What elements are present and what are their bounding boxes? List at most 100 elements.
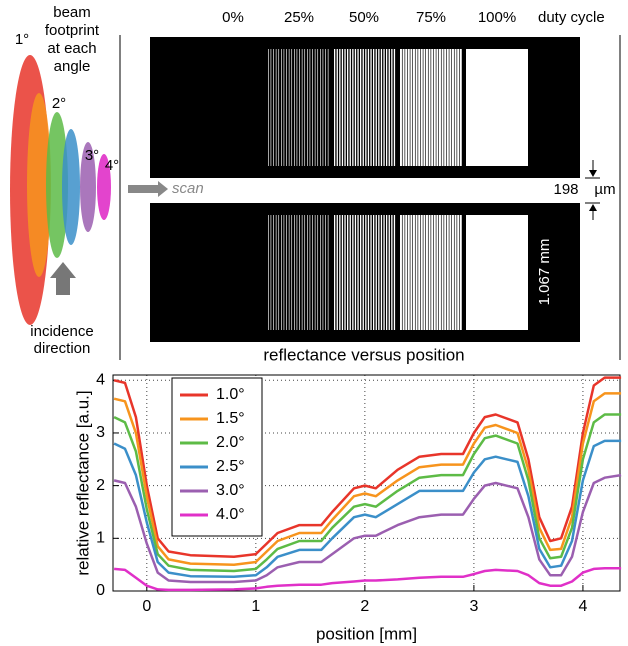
grating-line xyxy=(294,49,295,166)
grating-line xyxy=(360,49,362,166)
grating-line xyxy=(400,215,402,330)
grating-line xyxy=(283,49,285,166)
legend-label: 3.0° xyxy=(216,482,245,499)
legend-label: 1.0° xyxy=(216,386,245,403)
grating-line xyxy=(441,215,444,330)
grating-line xyxy=(325,49,326,166)
grating-line xyxy=(352,215,354,330)
grating-line xyxy=(452,215,454,330)
grating-line xyxy=(383,49,385,166)
grating-line xyxy=(452,49,454,166)
grating-line xyxy=(367,215,370,330)
footprint xyxy=(62,129,80,245)
grating-line xyxy=(370,49,372,166)
grating-line xyxy=(334,215,336,330)
duty-label: 25% xyxy=(284,9,314,26)
grating-line xyxy=(357,215,359,330)
grating-line xyxy=(413,49,415,166)
grating-line xyxy=(275,49,277,166)
grating-line xyxy=(309,215,311,330)
grating-line xyxy=(309,49,311,166)
footprint xyxy=(80,142,96,232)
legend-label: 4.0° xyxy=(216,506,245,523)
grating-line xyxy=(362,49,364,166)
grating-line xyxy=(275,215,277,330)
dim-arrow-head xyxy=(589,170,597,177)
grating-line xyxy=(301,215,303,330)
chart: 0 1 2 3 4 0 1 2 3 4 position [mm] relative reflecta… xyxy=(73,371,622,643)
x-axis-label: position [mm] xyxy=(316,624,417,643)
series-line xyxy=(113,376,622,559)
grating-line xyxy=(415,215,418,330)
grating-line xyxy=(402,215,405,330)
grating-line xyxy=(426,49,428,166)
grating-line xyxy=(320,49,321,166)
series-line xyxy=(113,392,622,566)
grating-line xyxy=(352,49,354,166)
grating-line xyxy=(268,215,269,330)
grating-line xyxy=(388,215,390,330)
width-label: 1.067 mm xyxy=(536,239,553,306)
x-tick-label: 1 xyxy=(251,598,260,615)
grating-line xyxy=(380,49,383,166)
footprints xyxy=(10,55,111,325)
grating-line xyxy=(436,215,439,330)
grating-open xyxy=(466,215,528,330)
angle-label: 1° xyxy=(15,31,29,48)
gap-value: 198 xyxy=(553,181,578,198)
grating-line xyxy=(426,215,428,330)
grating-line xyxy=(413,215,415,330)
grating-line xyxy=(436,49,439,166)
grating-line xyxy=(278,49,280,166)
grating-line xyxy=(347,49,349,166)
grating-line xyxy=(386,49,388,166)
grating-line xyxy=(418,215,421,330)
grating-line xyxy=(405,215,408,330)
grating-line xyxy=(391,49,393,166)
grating-line xyxy=(441,49,444,166)
grating-line xyxy=(312,215,313,330)
grating-line xyxy=(314,49,316,166)
x-tick-label: 4 xyxy=(578,598,587,615)
grating-line xyxy=(415,49,418,166)
footprint xyxy=(27,93,51,277)
duty-label: 75% xyxy=(416,9,446,26)
angle-label: 3° xyxy=(85,147,99,164)
grating-line xyxy=(288,49,290,166)
legend-label: 2.0° xyxy=(216,434,245,451)
duty-label: 0% xyxy=(222,9,244,26)
grating-line xyxy=(402,49,405,166)
grating-line xyxy=(400,49,402,166)
grating-line xyxy=(322,49,324,166)
legend-label: 1.5° xyxy=(216,410,245,427)
grating-line xyxy=(270,49,272,166)
grating-line xyxy=(307,49,308,166)
grating-line xyxy=(312,49,313,166)
grating-line xyxy=(294,215,295,330)
grating-line xyxy=(428,49,431,166)
grating-line xyxy=(360,215,362,330)
grating-line xyxy=(317,49,319,166)
footprint xyxy=(46,112,68,258)
legend-label: 2.5° xyxy=(216,458,245,475)
grating-line xyxy=(428,215,431,330)
series-line xyxy=(113,473,622,584)
incidence-label: direction xyxy=(34,340,91,357)
grating-line xyxy=(439,49,441,166)
grating-line xyxy=(365,215,367,330)
grating-line xyxy=(407,215,410,330)
grating-line xyxy=(420,49,423,166)
grating-line xyxy=(339,49,341,166)
grating-line xyxy=(367,49,370,166)
grating-line xyxy=(375,49,377,166)
grating-line xyxy=(431,215,434,330)
grating-line xyxy=(349,215,351,330)
grating-line xyxy=(273,49,274,166)
series-line xyxy=(113,567,622,592)
grating-line xyxy=(410,49,413,166)
grating-line xyxy=(281,215,282,330)
grating-line xyxy=(431,49,434,166)
grating-line xyxy=(354,49,357,166)
grating-line xyxy=(301,49,303,166)
duty-title: duty cycle xyxy=(538,9,605,26)
